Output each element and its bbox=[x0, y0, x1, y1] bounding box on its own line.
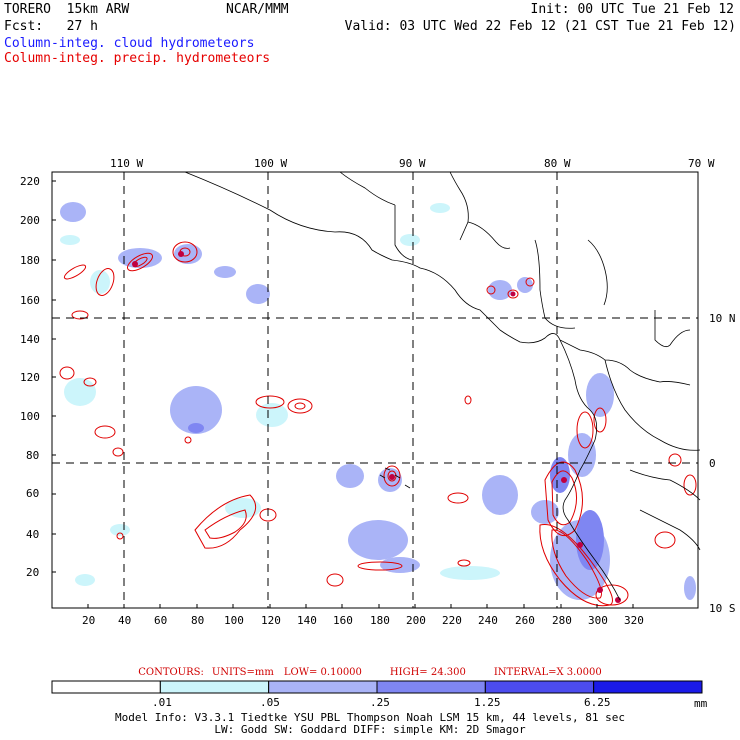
lat-label-10s: 10 S bbox=[709, 602, 736, 615]
colorbar-label: 6.25 bbox=[584, 696, 611, 709]
colorbar-unit: mm bbox=[694, 697, 708, 710]
contours-label: CONTOURS: bbox=[138, 667, 204, 678]
lon-label-70w: 70 W bbox=[688, 157, 715, 170]
y-tick-label: 160 bbox=[20, 294, 40, 307]
x-tick-label: 40 bbox=[118, 614, 132, 627]
lon-label-100w: 100 W bbox=[254, 157, 288, 170]
y-tick-label: 20 bbox=[26, 566, 40, 579]
colorbar-swatch bbox=[268, 680, 378, 694]
x-tick-label: 60 bbox=[154, 614, 168, 627]
colorbar-label: .01 bbox=[152, 696, 172, 709]
precip-max-markers bbox=[132, 251, 621, 603]
model-name: TORERO 15km ARW bbox=[4, 2, 130, 17]
x-tick-label: 280 bbox=[552, 614, 572, 627]
y-tick-label: 140 bbox=[20, 333, 40, 346]
map-frame bbox=[51, 171, 699, 609]
lat-label-10n: 10 N bbox=[709, 312, 736, 325]
lat-lon-grid bbox=[52, 172, 698, 608]
valid-time: Valid: 03 UTC Wed 22 Feb 12 (21 CST Tue … bbox=[344, 19, 736, 34]
low-label: LOW= 0.10000 bbox=[283, 667, 362, 678]
y-tick-label: 180 bbox=[20, 254, 40, 267]
x-tick-label: 80 bbox=[191, 614, 205, 627]
x-tick-label: 120 bbox=[261, 614, 281, 627]
precip-hydrometeor-contours bbox=[59, 241, 697, 607]
lon-label-90w: 90 W bbox=[399, 157, 426, 170]
init-time: Init: 00 UTC Tue 21 Feb 12 bbox=[530, 2, 735, 17]
x-tick-label: 300 bbox=[588, 614, 608, 627]
contour-legend: CONTOURS: UNITS=mm LOW= 0.10000 HIGH= 24.30… bbox=[0, 667, 740, 678]
cloud-field-title: Column-integ. cloud hydrometeors bbox=[4, 36, 255, 51]
y-tick-label: 60 bbox=[26, 487, 40, 500]
colorbar-swatch bbox=[376, 680, 486, 694]
x-tick-label: 240 bbox=[478, 614, 498, 627]
y-tick-label: 100 bbox=[20, 410, 40, 423]
organization: NCAR/MMM bbox=[226, 2, 289, 17]
axis-ticks bbox=[52, 180, 634, 608]
x-tick-label: 260 bbox=[515, 614, 535, 627]
x-tick-label: 100 bbox=[224, 614, 244, 627]
colorbar-swatch bbox=[51, 680, 161, 694]
model-info-line1: Model Info: V3.3.1 Tiedtke YSU PBL Thomp… bbox=[115, 711, 625, 724]
high-label: HIGH= 24.300 bbox=[389, 667, 466, 678]
colorbar-label: .25 bbox=[370, 696, 390, 709]
y-tick-label: 120 bbox=[20, 371, 40, 384]
precip-field-title: Column-integ. precip. hydrometeors bbox=[4, 51, 271, 66]
y-tick-label: 220 bbox=[20, 175, 40, 188]
y-tick-label: 80 bbox=[26, 449, 40, 462]
lon-label-80w: 80 W bbox=[544, 157, 571, 170]
y-tick-label: 40 bbox=[26, 528, 40, 541]
colorbar-label: 1.25 bbox=[474, 696, 501, 709]
x-tick-label: 20 bbox=[82, 614, 96, 627]
y-tick-label: 200 bbox=[20, 214, 40, 227]
lat-label-equator: 0 bbox=[709, 457, 716, 470]
colorbar-swatch bbox=[159, 680, 270, 694]
coastlines-borders bbox=[184, 171, 701, 601]
x-tick-label: 180 bbox=[370, 614, 390, 627]
colorbar-swatch bbox=[593, 680, 703, 694]
interval-label: INTERVAL=X 3.0000 bbox=[493, 667, 602, 678]
model-info-line2: LW: Godd SW: Goddard DIFF: simple KM: 2D… bbox=[214, 723, 526, 736]
lon-label-110w: 110 W bbox=[110, 157, 144, 170]
units-label: UNITS=mm bbox=[211, 667, 274, 678]
cloud-hydrometeor-shading bbox=[60, 202, 696, 600]
x-tick-label: 200 bbox=[406, 614, 426, 627]
x-tick-label: 160 bbox=[333, 614, 353, 627]
x-tick-label: 140 bbox=[297, 614, 317, 627]
color-bar bbox=[51, 680, 703, 694]
x-tick-label: 320 bbox=[624, 614, 644, 627]
colorbar-swatch bbox=[484, 680, 595, 694]
forecast-hour: Fcst: 27 h bbox=[4, 19, 98, 34]
colorbar-label: .05 bbox=[260, 696, 280, 709]
x-tick-label: 220 bbox=[442, 614, 462, 627]
